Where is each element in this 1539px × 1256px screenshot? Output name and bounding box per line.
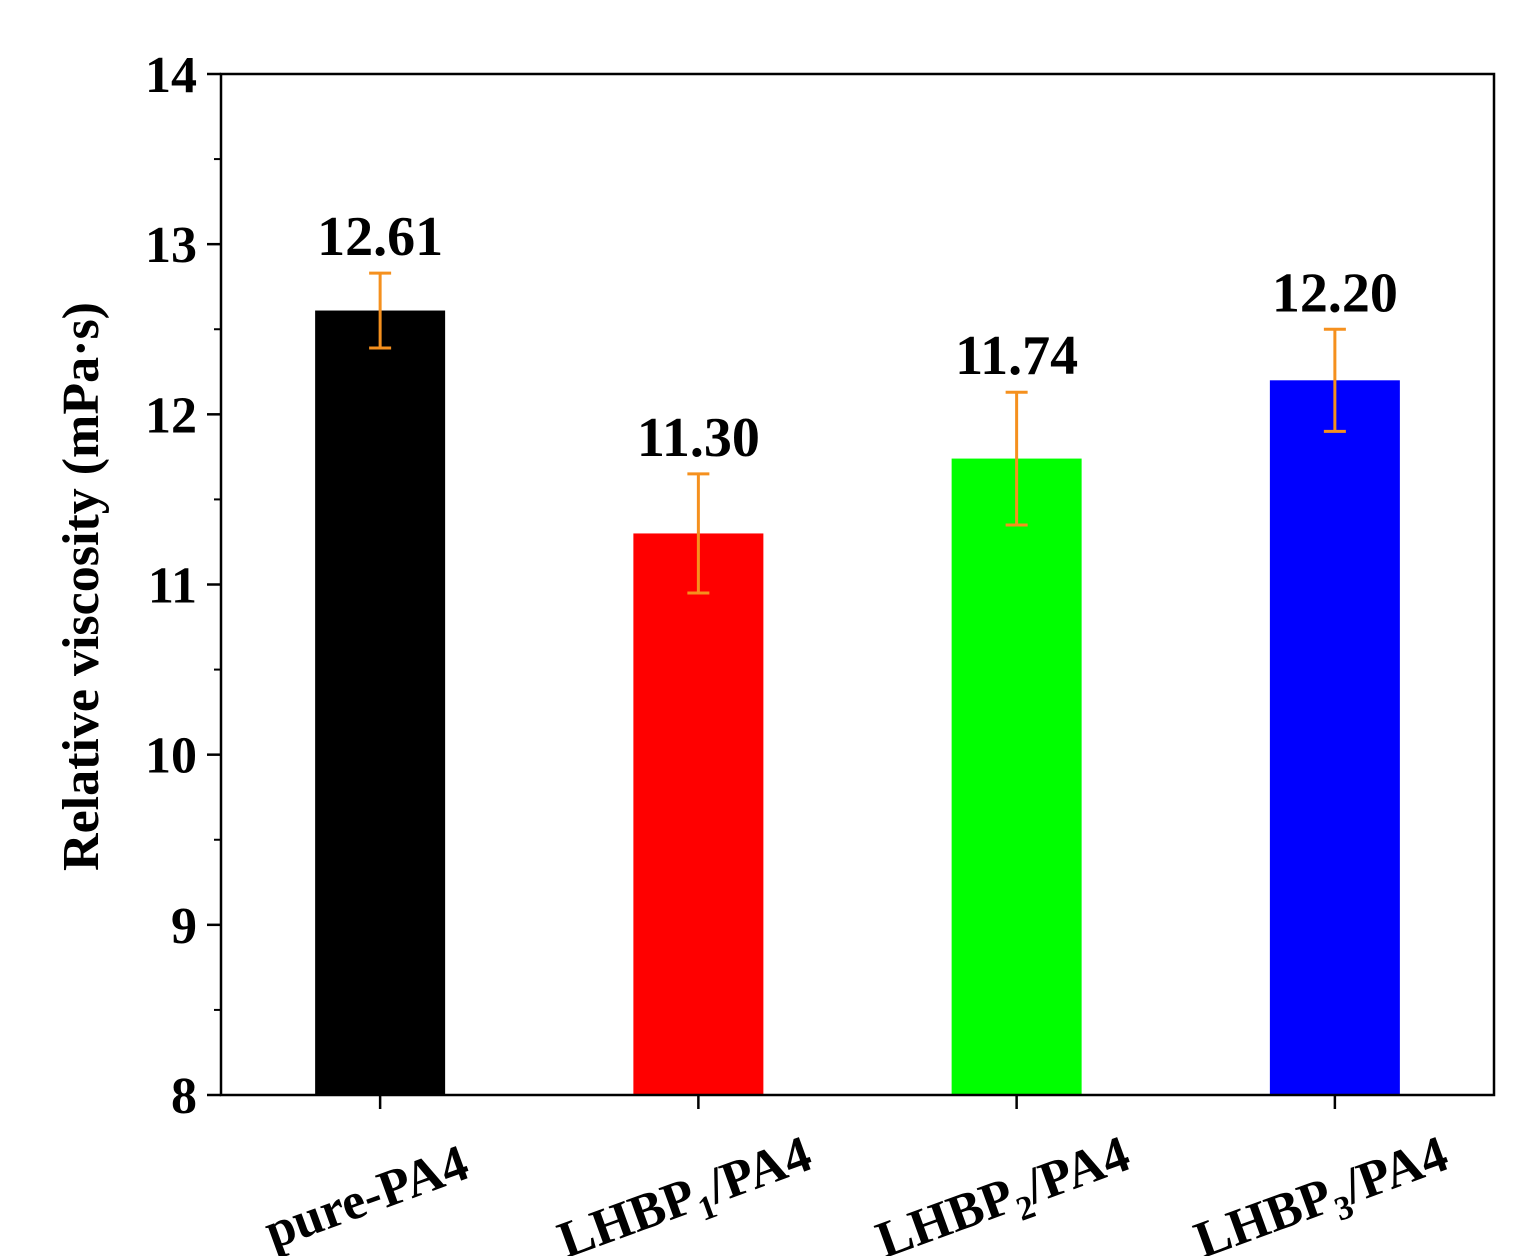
- y-axis-ticks: [207, 72, 221, 1097]
- x-tick-label-base-3: LHBP: [1187, 1168, 1340, 1256]
- x-tick-label-1: LHBP1/PA4: [551, 1125, 822, 1256]
- bars-group: [315, 310, 1400, 1095]
- value-label-1: 11.30: [637, 407, 760, 469]
- value-label-0: 12.61: [317, 206, 443, 268]
- y-axis-title: Relative viscosity (mPa·s): [53, 302, 110, 871]
- x-tick-label-2: LHBP2/PA4: [869, 1125, 1140, 1256]
- x-tick-label-tail-1: /PA4: [699, 1125, 819, 1215]
- bar-3: [1269, 380, 1400, 1095]
- y-tick-label-3: 11: [148, 558, 197, 615]
- y-axis-tick-labels: 8 9 10 11 12 13 14: [145, 47, 197, 1125]
- value-label-2: 11.74: [955, 325, 1078, 387]
- x-tick-label-tail-3: /PA4: [1335, 1125, 1455, 1215]
- y-tick-label-2: 10: [145, 728, 197, 785]
- x-tick-label-tail-2: /PA4: [1017, 1125, 1137, 1215]
- value-label-3: 12.20: [1272, 262, 1398, 324]
- x-tick-label-base-0: pure-PA4: [257, 1134, 476, 1256]
- x-axis-ticks: [378, 1095, 1337, 1109]
- bar-2: [951, 458, 1082, 1095]
- y-tick-label-5: 13: [145, 217, 197, 274]
- error-bar-0: [369, 271, 392, 350]
- y-tick-label-1: 9: [171, 898, 197, 955]
- error-bar-2: [1005, 390, 1028, 527]
- bar-1: [633, 533, 764, 1095]
- x-axis-tick-labels: pure-PA4 LHBP1/PA4 LHBP2/PA4 LHBP3/PA4: [257, 1125, 1458, 1256]
- x-tick-label-3: LHBP3/PA4: [1187, 1125, 1458, 1256]
- bar-0: [315, 310, 446, 1095]
- error-bar-1: [687, 472, 710, 595]
- error-bars-group: [369, 271, 1346, 595]
- x-tick-label-base-2: LHBP: [869, 1168, 1022, 1256]
- value-labels-group: 12.61 11.30 11.74 12.20: [317, 206, 1398, 469]
- x-tick-label-base-1: LHBP: [551, 1168, 704, 1256]
- y-tick-label-4: 12: [145, 387, 197, 444]
- y-tick-label-0: 8: [171, 1068, 197, 1125]
- error-bar-3: [1323, 327, 1346, 433]
- x-tick-label-0: pure-PA4: [257, 1134, 476, 1256]
- y-tick-label-6: 14: [145, 47, 197, 104]
